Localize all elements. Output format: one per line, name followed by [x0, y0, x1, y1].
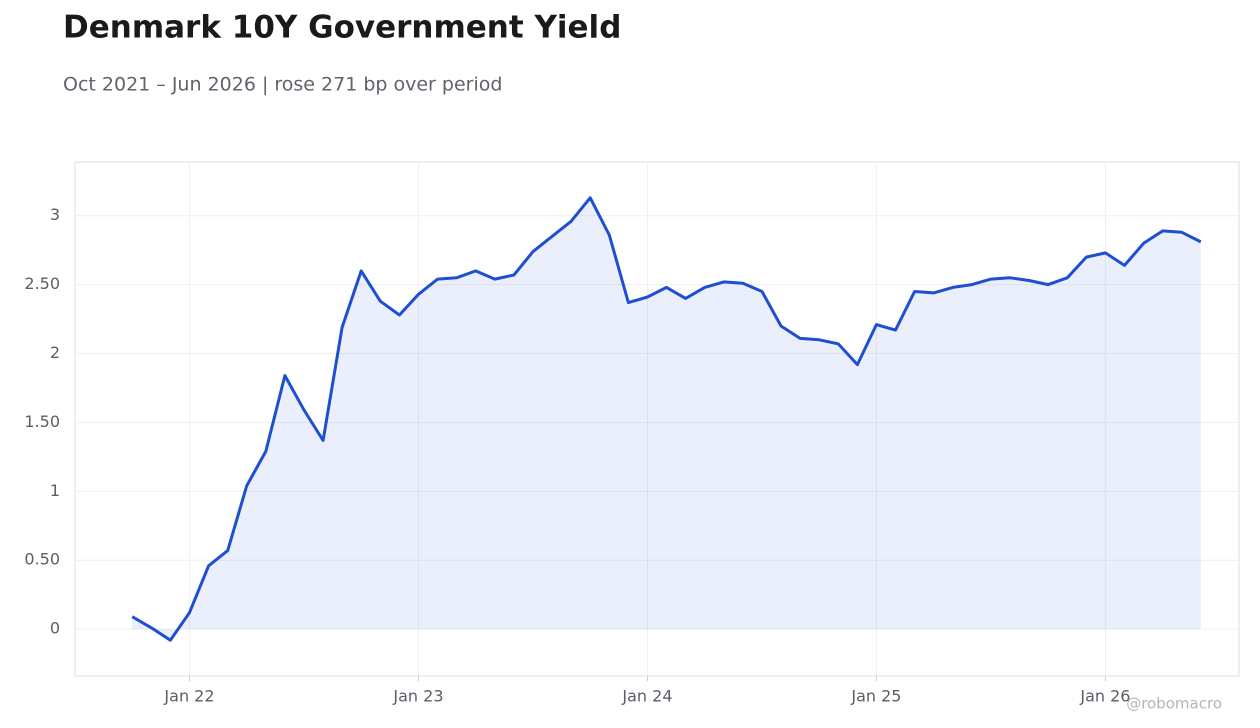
watermark: @robomacro — [1126, 695, 1222, 713]
x-tick-label: Jan 24 — [621, 687, 672, 706]
y-tick-label: 2 — [50, 343, 60, 362]
y-tick-label: 1.50 — [24, 412, 60, 431]
chart-subtitle: Oct 2021 – Jun 2026 | rose 271 bp over p… — [63, 74, 502, 96]
x-tick-label: Jan 26 — [1079, 687, 1130, 706]
area — [132, 197, 1201, 641]
y-tick-label: 3 — [50, 205, 60, 224]
x-tick-label: Jan 23 — [392, 687, 443, 706]
y-tick-label: 1 — [50, 481, 60, 500]
chart-title: Denmark 10Y Government Yield — [63, 10, 621, 46]
line — [131, 196, 1202, 642]
x-tick-label: Jan 22 — [163, 687, 214, 706]
y-tick-label: 2.50 — [24, 274, 60, 293]
plot-frame — [74, 161, 1240, 677]
y-tick-label: 0 — [50, 619, 60, 638]
x-tick-label: Jan 25 — [850, 687, 901, 706]
y-tick-label: 0.50 — [24, 550, 60, 569]
